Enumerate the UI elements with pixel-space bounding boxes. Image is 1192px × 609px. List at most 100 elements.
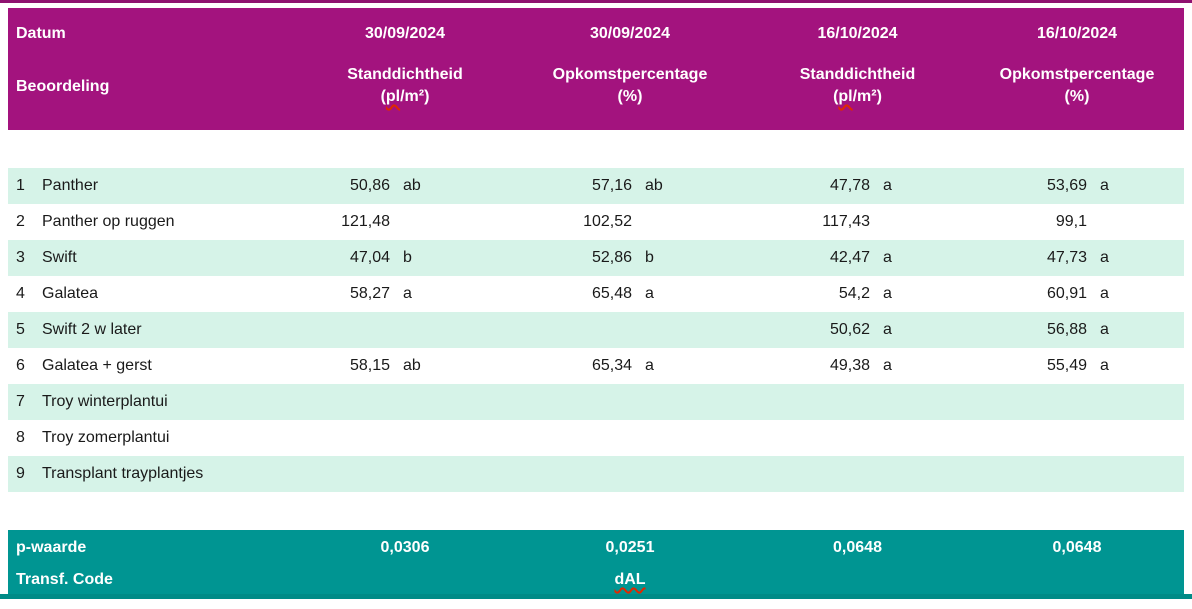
data-cell: 49,38 a xyxy=(745,357,970,375)
p-waarde-label: p-waarde xyxy=(16,539,87,556)
cell-significance: a xyxy=(1100,285,1109,302)
row-number: 1 xyxy=(16,177,25,194)
table-row-7: 7 Troy winterplantui xyxy=(8,384,1184,420)
treatment-name: Galatea + gerst xyxy=(42,357,152,374)
cell-value: 53,69 xyxy=(1046,177,1087,194)
header-date-col1: 30/09/2024 xyxy=(364,25,446,42)
cell-value: 56,88 xyxy=(1046,321,1087,338)
cell-significance: a xyxy=(1100,249,1109,266)
cell-significance: ab xyxy=(403,357,421,374)
table-row-1: 1 Panther 50,86 ab 57,16 ab 47,78 a 53,69 a xyxy=(8,168,1184,204)
table-row-9: 9 Transplant trayplantjes xyxy=(8,456,1184,492)
cell-value: 121,48 xyxy=(341,213,390,230)
cell-value: 54,2 xyxy=(838,285,870,302)
treatment-cell: 7 Troy winterplantui xyxy=(8,393,295,411)
table-row-8: 8 Troy zomerplantui xyxy=(8,420,1184,456)
header-date-row: Datum 30/09/2024 30/09/2024 16/10/2024 1… xyxy=(8,16,1184,52)
row-number: 8 xyxy=(16,429,25,446)
data-cell: 60,91 a xyxy=(970,285,1184,303)
treatment-cell: 9 Transplant trayplantjes xyxy=(8,465,295,483)
cell-significance: a xyxy=(403,285,412,302)
treatment-cell: 1 Panther xyxy=(8,177,295,195)
data-cell: 47,78 a xyxy=(745,177,970,195)
table-row-5: 5 Swift 2 w later 50,62 a 56,88 a xyxy=(8,312,1184,348)
data-cell: 121,48 xyxy=(295,213,515,231)
row-number: 5 xyxy=(16,321,25,338)
treatment-name: Galatea xyxy=(42,285,99,302)
row-number: 4 xyxy=(16,285,25,302)
data-cell: 42,47 a xyxy=(745,249,970,267)
cell-value: 50,86 xyxy=(349,177,390,194)
table-header: Datum 30/09/2024 30/09/2024 16/10/2024 1… xyxy=(8,8,1184,130)
cell-value: 58,15 xyxy=(349,357,390,374)
cell-value: 58,27 xyxy=(349,285,390,302)
header-date-col3: 16/10/2024 xyxy=(817,25,898,42)
row-number: 9 xyxy=(16,465,25,482)
cell-value: 47,78 xyxy=(829,177,870,194)
header-measure-row: Beoordeling Standdichtheid (pl/m²) Opkom… xyxy=(8,52,1184,122)
data-cell: 47,04 b xyxy=(295,249,515,267)
data-cell: 57,16 ab xyxy=(515,177,745,195)
cell-value: 50,62 xyxy=(829,321,870,338)
data-cell: 54,2 a xyxy=(745,285,970,303)
data-cell: 53,69 a xyxy=(970,177,1184,195)
cell-value: 49,38 xyxy=(829,357,870,374)
spellcheck-squiggle: pl xyxy=(838,88,853,105)
p-value-col2: 0,0251 xyxy=(605,539,655,556)
treatment-name: Troy winterplantui xyxy=(42,393,168,410)
cell-value: 65,48 xyxy=(591,285,632,302)
data-cell: 117,43 xyxy=(745,213,970,231)
cell-significance: a xyxy=(883,249,892,266)
treatment-cell: 5 Swift 2 w later xyxy=(8,321,295,339)
treatment-cell: 4 Galatea xyxy=(8,285,295,303)
table-row-3: 3 Swift 47,04 b 52,86 b 42,47 a 47,73 a xyxy=(8,240,1184,276)
treatment-name: Transplant trayplantjes xyxy=(42,465,204,482)
transf-code-label: Transf. Code xyxy=(16,571,113,588)
cell-value: 42,47 xyxy=(829,249,870,266)
cell-significance: b xyxy=(403,249,412,266)
cell-significance: ab xyxy=(403,177,421,194)
data-cell: 47,73 a xyxy=(970,249,1184,267)
treatment-name: Troy zomerplantui xyxy=(42,429,170,446)
cell-value: 65,34 xyxy=(591,357,632,374)
header-measure-col2: Opkomstpercentage (%) xyxy=(552,66,708,105)
treatment-cell: 2 Panther op ruggen xyxy=(8,213,295,231)
transf-code-row: Transf. Code dAL xyxy=(8,566,1184,594)
data-cell: 102,52 xyxy=(515,213,745,231)
row-number: 7 xyxy=(16,393,25,410)
p-value-col3: 0,0648 xyxy=(833,539,882,556)
top-border-line xyxy=(0,0,1192,3)
treatment-cell: 8 Troy zomerplantui xyxy=(8,429,295,447)
cell-value: 57,16 xyxy=(591,177,632,194)
cell-value: 99,1 xyxy=(1055,213,1087,230)
p-value-col1: 0,0306 xyxy=(380,539,430,556)
data-cell: 50,62 a xyxy=(745,321,970,339)
cell-significance: a xyxy=(1100,357,1109,374)
cell-significance: a xyxy=(645,357,654,374)
table-body: 1 Panther 50,86 ab 57,16 ab 47,78 a 53,69 a 2… xyxy=(8,168,1184,492)
spellcheck-squiggle: pl xyxy=(385,88,401,105)
header-measure-col3: Standdichtheid (pl/m²) xyxy=(799,66,916,105)
p-value-row: p-waarde 0,0306 0,0251 0,0648 0,0648 xyxy=(8,530,1184,566)
header-date-col4: 16/10/2024 xyxy=(1036,25,1118,42)
data-cell: 65,34 a xyxy=(515,357,745,375)
header-beoordeling-label: Beoordeling xyxy=(16,78,110,95)
header-date-col2: 30/09/2024 xyxy=(589,25,671,42)
cell-significance: ab xyxy=(645,177,663,194)
table-footer: p-waarde 0,0306 0,0251 0,0648 0,0648 Tra… xyxy=(8,530,1184,594)
cell-value: 60,91 xyxy=(1046,285,1087,302)
treatment-name: Panther xyxy=(42,177,99,194)
cell-significance: a xyxy=(1100,321,1109,338)
header-datum-label: Datum xyxy=(16,25,66,42)
table-row-4: 4 Galatea 58,27 a 65,48 a 54,2 a 60,91 a xyxy=(8,276,1184,312)
data-cell: 56,88 a xyxy=(970,321,1184,339)
cell-value: 102,52 xyxy=(583,213,632,230)
data-cell: 52,86 b xyxy=(515,249,745,267)
header-measure-col4: Opkomstpercentage (%) xyxy=(999,66,1155,105)
data-cell: 55,49 a xyxy=(970,357,1184,375)
bottom-border-line xyxy=(0,594,1192,599)
treatment-cell: 3 Swift xyxy=(8,249,295,267)
p-value-col4: 0,0648 xyxy=(1052,539,1102,556)
cell-significance: b xyxy=(645,249,654,266)
